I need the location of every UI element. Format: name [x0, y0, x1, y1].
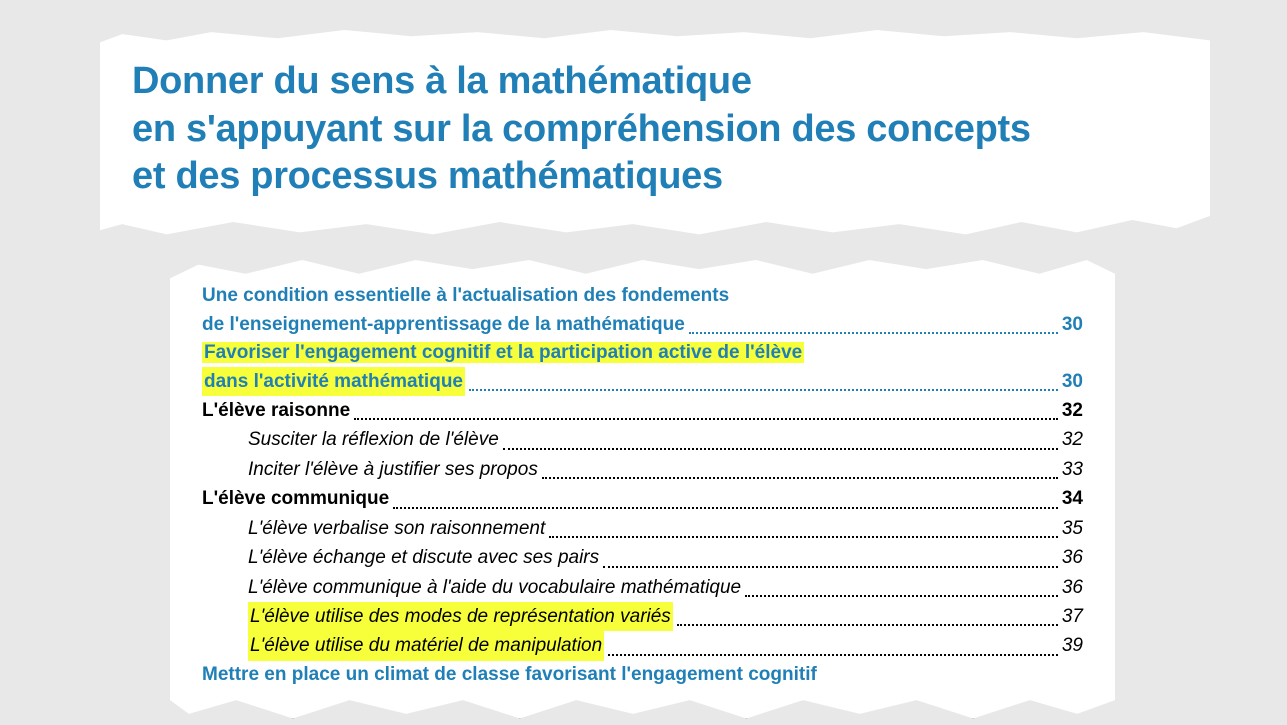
- toc-item1-label: L'élève raisonne: [202, 396, 350, 425]
- toc-item2a-page: 35: [1062, 514, 1083, 543]
- title-line-1: Donner du sens à la mathématique: [132, 60, 752, 102]
- toc-sub2-line1: Mettre en place un climat de classe favo…: [202, 664, 817, 685]
- toc-item2d-page: 37: [1062, 602, 1083, 631]
- toc-section-page: 30: [1062, 310, 1083, 339]
- toc-sub1-line1: Favoriser l'engagement cognitif et la pa…: [202, 342, 804, 363]
- toc-item2b-page: 36: [1062, 543, 1083, 572]
- toc-leader-dots: [603, 566, 1058, 568]
- toc-subitem-echange: L'élève échange et discute avec ses pair…: [202, 543, 1083, 572]
- toc-item2-page: 34: [1062, 484, 1083, 513]
- toc-sub-climat: Mettre en place un climat de classe favo…: [202, 661, 1083, 689]
- toc-subitem-verbalise: L'élève verbalise son raisonnement 35: [202, 514, 1083, 543]
- toc-sub1-line2: dans l'activité mathématique: [202, 367, 465, 396]
- toc-item2b-label: L'élève échange et discute avec ses pair…: [248, 543, 599, 572]
- toc-item1b-page: 33: [1062, 455, 1083, 484]
- toc-clipping: Une condition essentielle à l'actualisat…: [170, 260, 1115, 718]
- toc-leader-dots: [393, 507, 1058, 509]
- toc-item2-label: L'élève communique: [202, 484, 389, 513]
- toc-item1a-page: 32: [1062, 425, 1083, 454]
- toc-leader-dots: [542, 477, 1058, 479]
- title-clipping: Donner du sens à la mathématique en s'ap…: [100, 30, 1210, 237]
- toc-leader-dots: [549, 536, 1058, 538]
- toc-subitem-representation: L'élève utilise des modes de représentat…: [202, 602, 1083, 631]
- toc-section-line1: Une condition essentielle à l'actualisat…: [202, 285, 729, 306]
- toc-sub-favoriser: Favoriser l'engagement cognitif et la pa…: [202, 339, 1083, 396]
- toc-leader-dots: [503, 448, 1058, 450]
- title-line-3: et des processus mathématiques: [132, 155, 723, 197]
- toc-section-line2: de l'enseignement-apprentissage de la ma…: [202, 310, 685, 339]
- title-line-2: en s'appuyant sur la compréhension des c…: [132, 108, 1031, 150]
- toc-item2e-label: L'élève utilise du matériel de manipulat…: [248, 631, 604, 660]
- toc-item-raisonne: L'élève raisonne 32: [202, 396, 1083, 425]
- toc-leader-dots: [745, 595, 1058, 597]
- toc-subitem-vocabulaire: L'élève communique à l'aide du vocabulai…: [202, 573, 1083, 602]
- toc-item2d-label: L'élève utilise des modes de représentat…: [248, 602, 673, 631]
- toc-subitem-susciter: Susciter la réflexion de l'élève 32: [202, 425, 1083, 454]
- toc-leader-dots: [469, 389, 1058, 391]
- toc-item-communique: L'élève communique 34: [202, 484, 1083, 513]
- toc-leader-dots: [689, 332, 1058, 334]
- toc-sub1-page: 30: [1062, 367, 1083, 396]
- toc-leader-dots: [677, 624, 1058, 626]
- toc-section: Une condition essentielle à l'actualisat…: [202, 282, 1083, 339]
- toc-item2e-page: 39: [1062, 631, 1083, 660]
- toc-item1b-label: Inciter l'élève à justifier ses propos: [248, 455, 538, 484]
- toc-item2c-label: L'élève communique à l'aide du vocabulai…: [248, 573, 741, 602]
- toc-item2c-page: 36: [1062, 573, 1083, 602]
- toc-subitem-inciter: Inciter l'élève à justifier ses propos 3…: [202, 455, 1083, 484]
- toc-item2a-label: L'élève verbalise son raisonnement: [248, 514, 545, 543]
- toc-leader-dots: [608, 654, 1058, 656]
- toc-item1a-label: Susciter la réflexion de l'élève: [248, 425, 499, 454]
- toc-subitem-manipulation: L'élève utilise du matériel de manipulat…: [202, 631, 1083, 660]
- page-title: Donner du sens à la mathématique en s'ap…: [132, 58, 1178, 201]
- toc-leader-dots: [354, 418, 1058, 420]
- toc-item1-page: 32: [1062, 396, 1083, 425]
